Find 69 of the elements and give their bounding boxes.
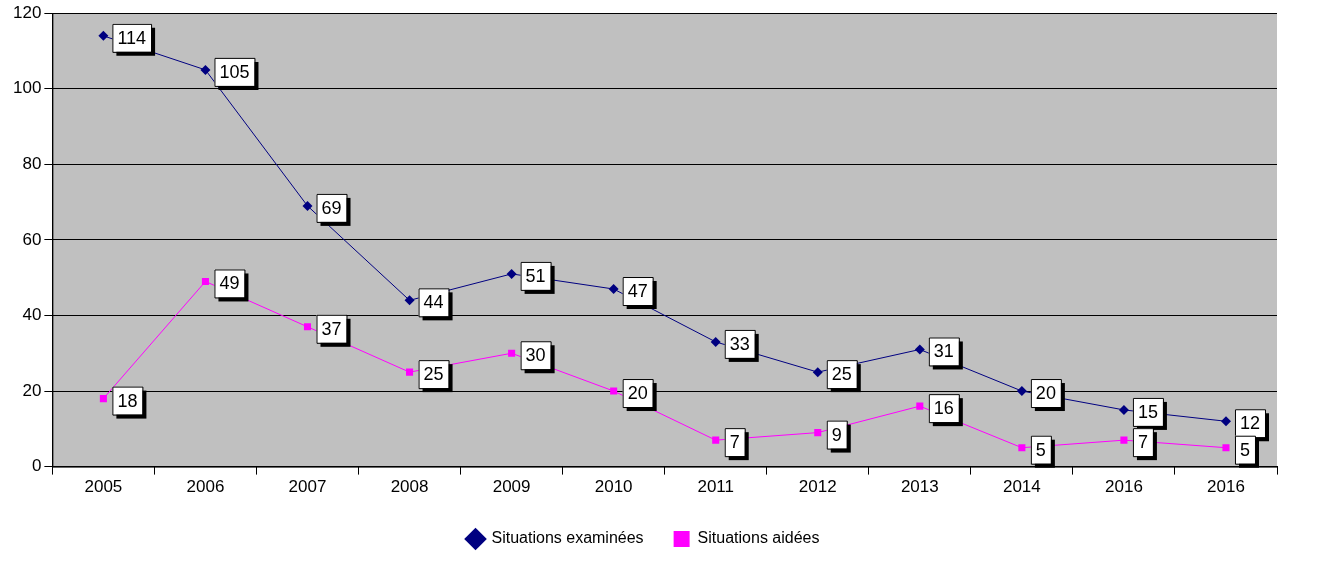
data-label: 15 — [1137, 401, 1158, 422]
x-tick-label: 2009 — [492, 477, 531, 497]
data-label: 69 — [321, 197, 342, 218]
point — [506, 268, 517, 279]
y-tick-label: 40 — [22, 305, 42, 325]
data-label: 9 — [831, 424, 842, 445]
data-label: 31 — [933, 341, 954, 362]
data-label: 105 — [219, 61, 250, 82]
point — [406, 368, 414, 376]
data-label: 114 — [117, 27, 147, 48]
y-tick-label: 0 — [31, 456, 42, 476]
data-label: 44 — [423, 292, 444, 313]
point — [302, 200, 313, 211]
point — [99, 395, 107, 403]
data-label: 7 — [1137, 432, 1148, 453]
data-label: 7 — [729, 432, 740, 453]
x-tick-label: 2014 — [1002, 477, 1041, 497]
point — [608, 284, 619, 295]
point — [814, 429, 822, 437]
data-label: 12 — [1239, 413, 1260, 434]
x-tick-label: 2008 — [390, 477, 429, 497]
point — [1222, 444, 1230, 452]
data-label: 25 — [831, 364, 852, 385]
y-tick-label: 80 — [22, 154, 42, 174]
point — [712, 436, 720, 444]
point — [1118, 404, 1129, 415]
data-label: 33 — [729, 333, 750, 354]
x-tick-label: 2016 — [1105, 477, 1143, 497]
x-tick-label: 2006 — [186, 477, 225, 497]
data-label: 30 — [525, 345, 546, 366]
y-tick-label: 20 — [22, 380, 42, 400]
data-label: 47 — [627, 280, 648, 301]
y-tick-label: 120 — [12, 2, 42, 22]
y-tick-label: 100 — [12, 78, 42, 98]
x-tick-label: 2010 — [594, 477, 633, 497]
point — [610, 387, 618, 395]
point — [201, 277, 209, 285]
point — [916, 402, 924, 410]
x-tick-label: 2007 — [288, 477, 327, 497]
x-tick-label: 2013 — [900, 477, 939, 497]
legend-label: Situations examinées — [491, 529, 644, 547]
x-tick-label: 2012 — [798, 477, 837, 497]
data-label: 49 — [219, 273, 240, 294]
x-tick-label: 2005 — [84, 477, 123, 497]
point — [1220, 416, 1231, 427]
data-label: 25 — [423, 364, 444, 385]
legend-label: Situations aidées — [697, 529, 820, 547]
point — [1120, 436, 1128, 444]
point — [200, 64, 211, 75]
x-tick-label: 2011 — [697, 477, 734, 497]
data-label: 37 — [321, 318, 342, 339]
point — [508, 349, 516, 357]
data-label: 5 — [1035, 439, 1046, 460]
point — [98, 30, 109, 41]
x-tick-label: 2016 — [1207, 477, 1245, 497]
point — [914, 344, 925, 355]
data-label: 20 — [1035, 383, 1056, 403]
point — [812, 367, 823, 378]
point — [1016, 386, 1027, 397]
data-label: 18 — [117, 390, 138, 411]
data-label: 51 — [525, 265, 546, 286]
point — [303, 323, 312, 331]
point — [710, 336, 721, 347]
point — [1018, 444, 1026, 452]
point — [404, 295, 415, 306]
data-label: 5 — [1239, 439, 1250, 460]
data-label: 20 — [627, 383, 648, 403]
data-label: 16 — [933, 398, 954, 419]
y-tick-label: 60 — [22, 229, 42, 249]
